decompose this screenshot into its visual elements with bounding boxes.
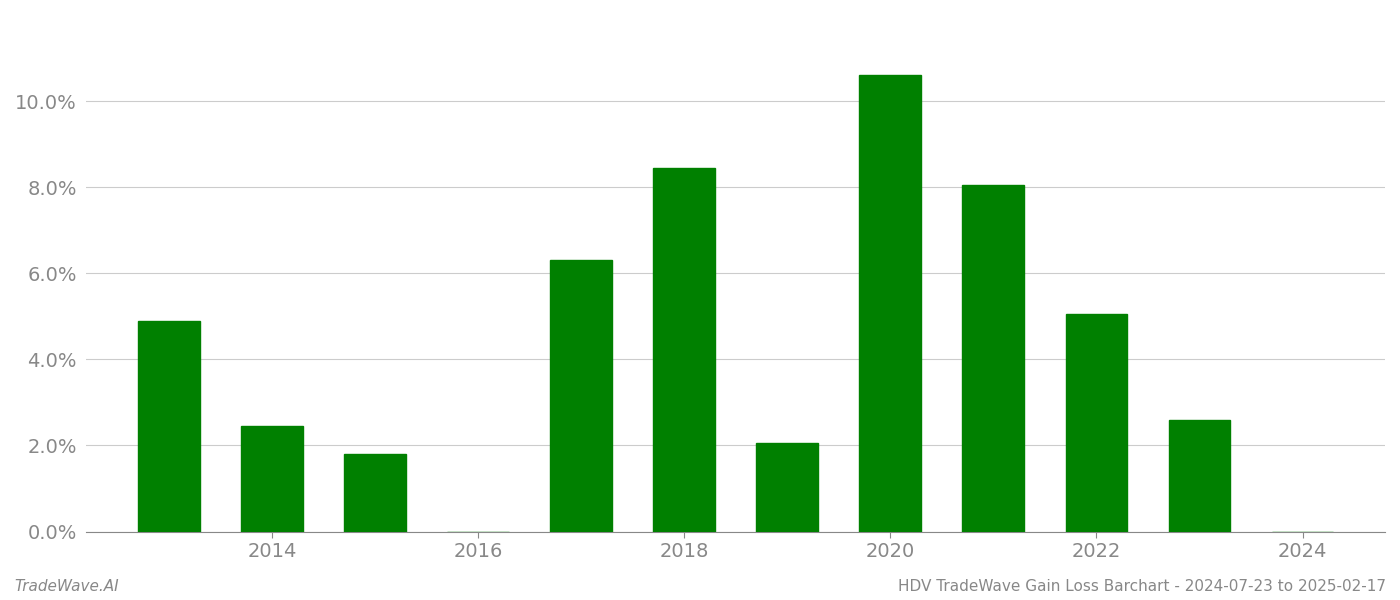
Bar — [860, 75, 921, 532]
Text: TradeWave.AI: TradeWave.AI — [14, 579, 119, 594]
Bar — [962, 185, 1025, 532]
Bar — [344, 454, 406, 532]
Bar — [550, 260, 612, 532]
Text: HDV TradeWave Gain Loss Barchart - 2024-07-23 to 2025-02-17: HDV TradeWave Gain Loss Barchart - 2024-… — [897, 579, 1386, 594]
Bar — [1065, 314, 1127, 532]
Bar — [654, 168, 715, 532]
Bar — [756, 443, 818, 532]
Bar — [1169, 419, 1231, 532]
Bar — [241, 426, 302, 532]
Bar — [139, 320, 200, 532]
